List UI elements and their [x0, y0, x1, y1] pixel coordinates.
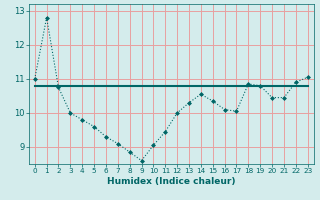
X-axis label: Humidex (Indice chaleur): Humidex (Indice chaleur)	[107, 177, 236, 186]
